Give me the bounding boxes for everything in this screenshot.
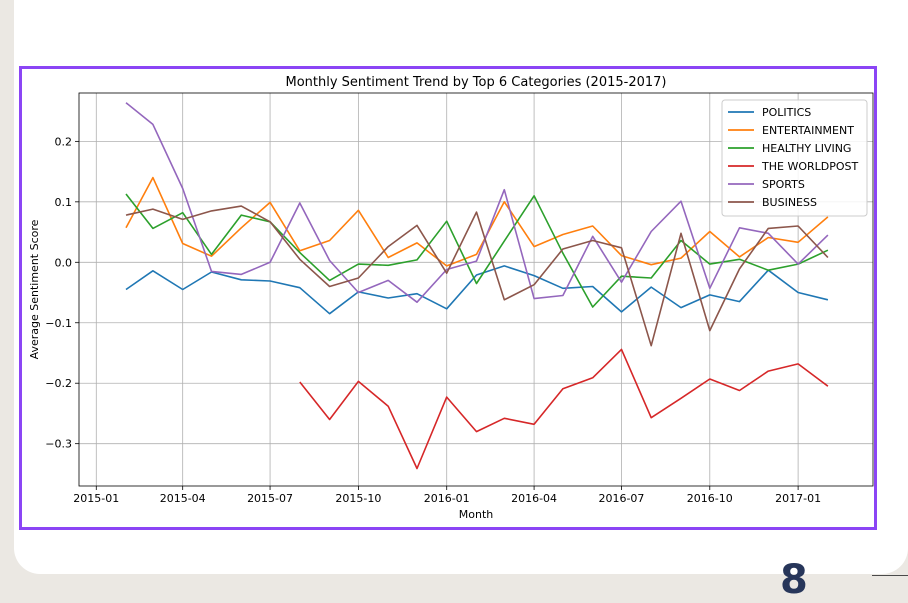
legend-label: BUSINESS xyxy=(762,196,817,209)
legend-label: HEALTHY LIVING xyxy=(762,142,851,155)
series-line-the-worldpost xyxy=(299,348,829,470)
x-tick-label: 2015-04 xyxy=(160,492,206,505)
series-line-business xyxy=(125,205,829,347)
y-axis-label: Average Sentiment Score xyxy=(28,219,41,359)
y-tick-label: −0.2 xyxy=(45,377,72,390)
x-tick-label: 2015-07 xyxy=(247,492,293,505)
x-tick-label: 2016-01 xyxy=(424,492,470,505)
x-tick-label: 2015-01 xyxy=(73,492,119,505)
series-lines xyxy=(125,102,829,470)
y-tick-label: −0.3 xyxy=(45,438,72,451)
x-tick-label: 2015-10 xyxy=(335,492,381,505)
legend-label: SPORTS xyxy=(762,178,805,191)
y-tick-label: 0.2 xyxy=(55,135,73,148)
y-tick-label: 0.1 xyxy=(55,196,73,209)
x-axis-label: Month xyxy=(459,508,494,521)
legend-label: POLITICS xyxy=(762,106,811,119)
legend-label: ENTERTAINMENT xyxy=(762,124,854,137)
x-tick-label: 2016-04 xyxy=(511,492,557,505)
series-line-sports xyxy=(125,102,829,303)
series-line-entertainment xyxy=(125,176,829,267)
series-line-healthy-living xyxy=(125,193,829,308)
y-tick-label: 0.0 xyxy=(55,256,73,269)
partial-logo-glyph: 8 xyxy=(780,557,808,603)
chart-title: Monthly Sentiment Trend by Top 6 Categor… xyxy=(286,75,667,90)
corner-divider xyxy=(872,575,908,576)
line-chart: −0.3−0.2−0.10.00.10.2 2015-01 2015-04 2015… xyxy=(28,75,874,521)
x-tick-label: 2016-10 xyxy=(687,492,733,505)
legend-label: THE WORLDPOST xyxy=(761,160,858,173)
chart-frame: −0.3 −0.2 −0.1 0.0 0.1 0.2 2015-01 2015-04 2015… xyxy=(19,66,877,530)
x-tick-label: 2016-07 xyxy=(598,492,644,505)
x-tick-label: 2017-01 xyxy=(775,492,821,505)
legend: POLITICS ENTERTAINMENT HEALTHY LIVING THE W… xyxy=(721,99,868,217)
series-line-politics xyxy=(125,265,829,315)
x-axis-ticks: 2015-01 2015-04 2015-07 2015-10 2016-01 2016-… xyxy=(73,486,821,505)
legend-box xyxy=(721,99,868,217)
plot-area xyxy=(78,92,874,487)
y-axis-ticks: −0.3 −0.2 −0.1 0.0 0.1 0.2 xyxy=(45,135,79,451)
y-tick-label: −0.1 xyxy=(45,317,72,330)
